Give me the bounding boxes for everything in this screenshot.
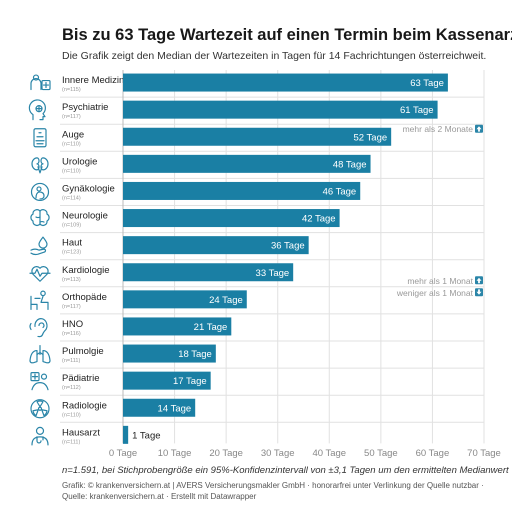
bar-value-label: 18 Tage — [178, 349, 212, 360]
category-sample-size: (n=115) — [62, 87, 81, 93]
bar — [123, 263, 294, 282]
lungs-icon — [29, 344, 51, 364]
category-sample-size: (n=116) — [62, 331, 81, 337]
category-label: Kardiologie — [62, 265, 110, 276]
category-label: Urologie — [62, 156, 97, 167]
bar — [123, 73, 448, 92]
child-care-icon — [30, 372, 49, 391]
bar-value-label: 42 Tage — [302, 214, 336, 225]
category-label: Gynäkologie — [62, 183, 115, 194]
x-tick-label: 0 Tage — [109, 448, 137, 459]
threshold-annotation: mehr als 1 Monat — [407, 276, 473, 286]
bar — [123, 100, 438, 119]
pregnancy-icon — [30, 182, 50, 202]
category-sample-size: (n=109) — [62, 223, 81, 229]
bar-value-label: 17 Tage — [173, 376, 207, 387]
bar-value-label: 63 Tage — [410, 78, 444, 89]
arrow-up-icon — [475, 124, 483, 133]
category-label: Innere Medizin — [62, 75, 124, 86]
eye-chart-icon — [33, 128, 47, 148]
category-label: Radiologie — [62, 400, 107, 411]
chart-credit-line-2: Quelle: krankenversichern.at · Erstellt … — [62, 492, 257, 501]
radiation-icon — [30, 399, 50, 419]
bar — [123, 127, 392, 146]
category-label: Hausarzt — [62, 427, 100, 438]
skin-drop-icon — [30, 236, 48, 256]
brain-icon — [30, 209, 50, 226]
chart-subtitle: Die Grafik zeigt den Median der Wartezei… — [62, 50, 487, 62]
bar-value-label: 52 Tage — [354, 132, 388, 143]
doctor-icon — [31, 426, 49, 446]
bar-value-label: 46 Tage — [323, 186, 357, 197]
category-label: Auge — [62, 129, 84, 140]
bar — [123, 425, 129, 444]
bar-value-label: 14 Tage — [158, 403, 192, 414]
category-sample-size: (n=117) — [62, 114, 81, 120]
bar-value-label: 48 Tage — [333, 159, 367, 170]
bar — [123, 154, 371, 173]
category-sample-size: (n=110) — [62, 141, 81, 147]
category-sample-size: (n=111) — [62, 358, 80, 364]
category-sample-size: (n=113) — [62, 277, 81, 283]
category-label: Pädiatrie — [62, 373, 100, 384]
chart-credit-line-1: Grafik: © krankenversichern.at | AVERS V… — [62, 481, 484, 490]
category-sample-size: (n=110) — [62, 412, 81, 418]
x-tick-label: 70 Tage — [467, 448, 501, 459]
bar-value-label: 36 Tage — [271, 241, 305, 252]
category-label: Haut — [62, 238, 82, 249]
bar — [123, 290, 247, 309]
chart-title: Bis zu 63 Tage Wartezeit auf einen Termi… — [62, 26, 512, 44]
category-sample-size: (n=112) — [62, 385, 81, 391]
bar-value-label: 24 Tage — [209, 295, 243, 306]
bar — [123, 181, 361, 200]
threshold-annotation: mehr als 2 Monate — [403, 124, 474, 134]
category-label: Pulmolgie — [62, 346, 104, 357]
category-sample-size: (n=123) — [62, 250, 81, 256]
bar — [123, 344, 216, 363]
bar — [123, 209, 340, 228]
category-sample-size: (n=114) — [62, 195, 81, 201]
x-tick-label: 20 Tage — [209, 448, 243, 459]
psychiatry-head-icon — [28, 99, 46, 121]
bar-value-label: 1 Tage — [132, 430, 160, 441]
category-label: HNO — [62, 319, 83, 330]
arrow-down-icon — [475, 288, 483, 297]
category-label: Orthopäde — [62, 292, 107, 303]
category-label: Psychiatrie — [62, 102, 108, 113]
bar-value-label: 21 Tage — [194, 322, 228, 333]
x-tick-label: 40 Tage — [312, 448, 346, 459]
chart-note: n=1.591, bei Stichprobengröße ein 95%-Ko… — [62, 465, 509, 476]
x-tick-label: 50 Tage — [364, 448, 398, 459]
threshold-annotation: weniger als 1 Monat — [396, 288, 474, 298]
orthopedic-chair-icon — [30, 290, 49, 310]
internal-medicine-icon — [30, 74, 51, 91]
bar — [123, 317, 232, 336]
x-tick-label: 60 Tage — [416, 448, 450, 459]
heart-pulse-icon — [29, 266, 51, 282]
category-sample-size: (n=117) — [62, 304, 81, 310]
bar — [123, 371, 211, 390]
bar — [123, 398, 196, 417]
x-tick-label: 30 Tage — [261, 448, 295, 459]
category-label: Neurologie — [62, 211, 108, 222]
ear-icon — [29, 318, 48, 338]
bar-value-label: 61 Tage — [400, 105, 434, 116]
arrow-up-icon — [475, 276, 483, 285]
category-sample-size: (n=110) — [62, 168, 81, 174]
kidney-icon — [31, 157, 49, 174]
bar — [123, 236, 309, 255]
x-tick-label: 10 Tage — [158, 448, 192, 459]
category-sample-size: (n=111) — [62, 439, 80, 445]
bar-value-label: 33 Tage — [256, 268, 290, 279]
